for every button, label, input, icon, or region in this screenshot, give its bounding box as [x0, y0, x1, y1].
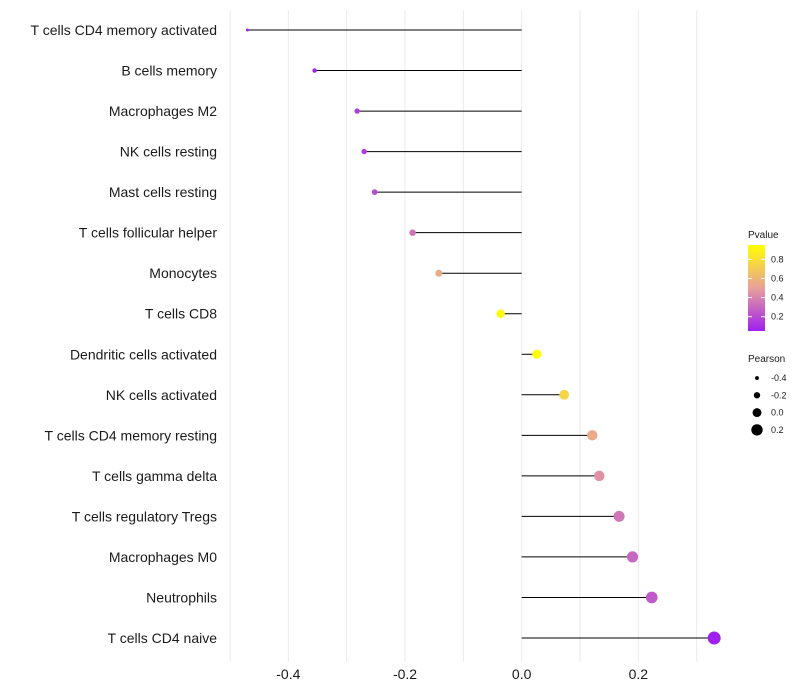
data-point — [435, 269, 443, 277]
size-legend-label: 0.2 — [771, 425, 784, 435]
category-label: Monocytes — [149, 265, 217, 281]
color-legend-bar — [748, 245, 765, 331]
data-point — [593, 470, 605, 482]
data-point — [532, 349, 542, 359]
category-label: T cells CD8 — [145, 306, 217, 322]
category-label: T cells CD4 memory resting — [45, 427, 217, 443]
color-legend-tick-label: 0.2 — [771, 312, 784, 322]
color-legend-ticks: 0.2 0.4 0.6 0.8 — [748, 254, 784, 322]
color-legend: Pvalue 0.2 0.4 0.6 0.8 — [748, 230, 784, 331]
size-legend-dot — [751, 424, 763, 436]
data-point — [587, 430, 598, 441]
data-point — [246, 28, 249, 32]
data-point — [312, 68, 317, 73]
data-point — [409, 229, 416, 236]
data-point — [496, 309, 505, 318]
category-label: NK cells activated — [106, 387, 217, 403]
size-legend-items: -0.4 -0.2 0.0 0.2 — [751, 373, 787, 436]
category-label: T cells regulatory Tregs — [72, 508, 217, 524]
color-legend-title: Pvalue — [748, 230, 779, 241]
category-label: T cells CD4 naive — [108, 630, 218, 646]
size-legend: Pearson -0.4 -0.2 0.0 0.2 — [748, 354, 787, 436]
data-point — [613, 510, 625, 522]
data-point — [361, 148, 367, 155]
x-tick-label: -0.2 — [393, 666, 417, 682]
data-point — [559, 389, 570, 400]
category-label: B cells memory — [121, 63, 217, 79]
category-labels: T cells CD4 memory activated B cells memo… — [31, 22, 218, 646]
category-label: Macrophages M0 — [109, 549, 217, 565]
size-legend-label: -0.4 — [771, 373, 787, 383]
category-label: Neutrophils — [146, 589, 217, 605]
color-legend-tick-label: 0.8 — [771, 254, 784, 264]
color-legend-tick-label: 0.6 — [771, 273, 784, 283]
size-legend-label: -0.2 — [771, 390, 787, 400]
category-label: T cells CD4 memory activated — [31, 22, 217, 38]
category-label: T cells follicular helper — [79, 225, 218, 241]
data-point — [626, 551, 639, 563]
category-label: T cells gamma delta — [92, 468, 217, 484]
data-point — [645, 591, 658, 604]
x-tick-label: 0.0 — [512, 666, 532, 682]
data-points — [246, 28, 721, 645]
category-label: Mast cells resting — [109, 184, 217, 200]
size-legend-dot — [755, 376, 759, 380]
color-legend-tick-label: 0.4 — [771, 293, 784, 303]
stems — [247, 29, 715, 639]
data-point — [707, 631, 721, 645]
data-point — [371, 189, 378, 195]
size-legend-title: Pearson — [748, 354, 785, 365]
size-legend-label: 0.0 — [771, 408, 784, 418]
category-label: NK cells resting — [120, 144, 217, 160]
x-tick-label: 0.2 — [629, 666, 649, 682]
size-legend-dot — [752, 408, 762, 418]
data-point — [354, 108, 360, 114]
x-axis-tick-labels: -0.4 -0.2 0.0 0.2 — [276, 666, 648, 682]
category-label: Macrophages M2 — [109, 103, 217, 119]
x-tick-label: -0.4 — [276, 666, 300, 682]
grid-lines — [229, 10, 698, 662]
size-legend-dot — [753, 392, 761, 399]
category-label: Dendritic cells activated — [70, 346, 217, 362]
